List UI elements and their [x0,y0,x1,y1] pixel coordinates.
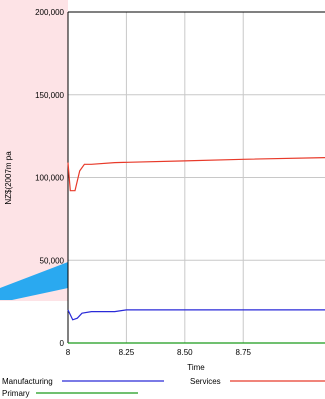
x-tick-label: 8.25 [119,348,135,357]
y-tick-label: 50,000 [40,256,65,265]
series-lines [67,157,325,344]
y-tick-label: 100,000 [35,174,64,183]
y-tick-labels: 0 50,000 100,000 150,000 200,000 [35,8,64,348]
y-tick-label: 0 [60,339,65,348]
series-line-manufacturing [67,309,325,321]
legend-label-primary: Primary [2,389,30,398]
background-blue-shape [0,262,68,300]
x-tick-label: 8 [66,348,71,357]
x-tick-labels: 8 8.25 8.50 8.75 [66,348,252,357]
legend: Manufacturing Services Primary [2,377,325,398]
x-axis-label: Time [187,363,205,372]
y-tick-label: 150,000 [35,91,64,100]
y-axis-label: NZ$(2007m pa [4,151,13,205]
x-tick-label: 8.50 [177,348,193,357]
x-tick-label: 8.75 [235,348,251,357]
legend-label-services: Services [190,377,221,386]
series-line-services [67,157,325,192]
background-pink-panel [0,0,68,246]
y-tick-label: 200,000 [35,8,64,17]
legend-label-manufacturing: Manufacturing [2,377,53,386]
grid [68,12,325,343]
